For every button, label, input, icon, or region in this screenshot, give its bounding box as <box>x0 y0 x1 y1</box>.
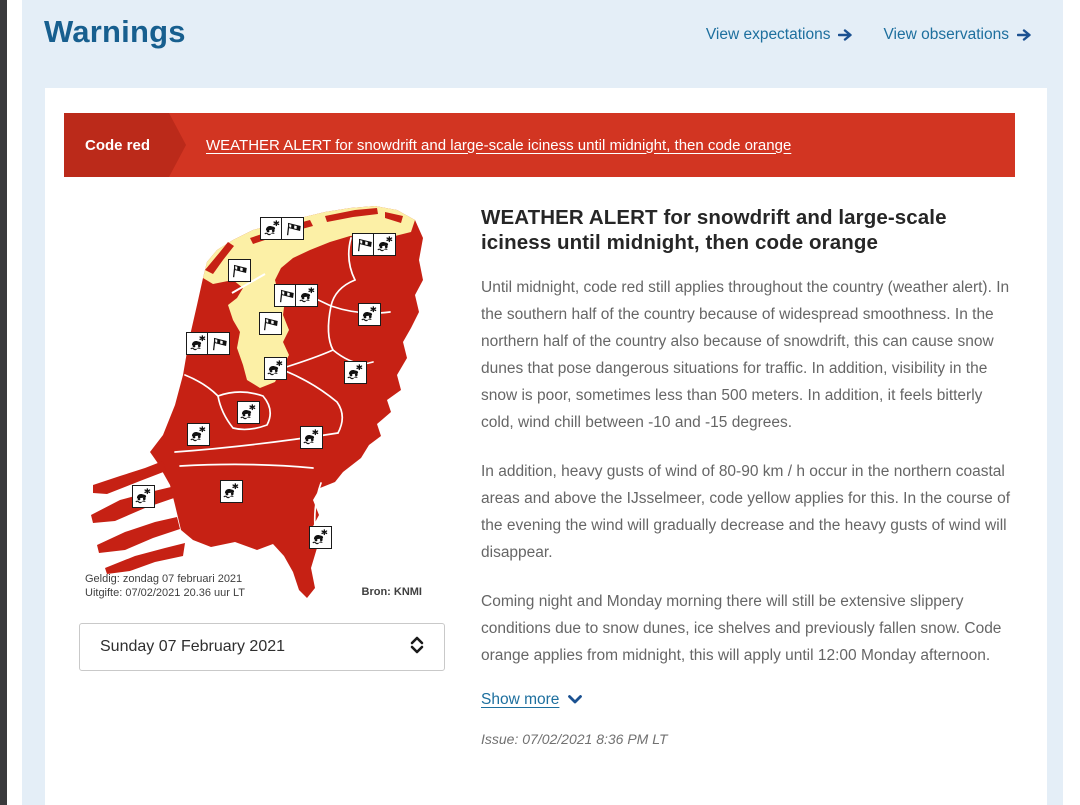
map-icon-group <box>352 232 397 256</box>
header-links: View expectations View observations <box>706 26 1032 44</box>
slippery-road-icon <box>299 425 323 449</box>
map-icon-group <box>258 311 282 335</box>
show-more-link[interactable]: Show more <box>481 691 583 709</box>
map-icon-group <box>299 425 323 449</box>
map-icon-group <box>260 216 305 240</box>
arrow-right-icon <box>1017 29 1032 41</box>
netherlands-warning-map: Geldig: zondag 07 februari 2021 Uitgifte… <box>85 200 430 600</box>
slippery-road-icon <box>186 331 209 355</box>
article-paragraph: Until midnight, code red still applies t… <box>481 279 1010 431</box>
slippery-road-icon <box>131 484 155 508</box>
code-red-badge: Code red <box>64 113 186 177</box>
view-expectations-label: View expectations <box>705 26 831 43</box>
slippery-road-icon <box>186 422 210 446</box>
slippery-road-icon <box>260 216 283 240</box>
slippery-road-icon <box>308 525 332 549</box>
map-icon-group <box>343 360 367 384</box>
map-icon-group <box>274 283 319 307</box>
map-icon-group <box>227 258 251 282</box>
slippery-road-icon <box>357 302 381 326</box>
windsock-icon <box>281 216 305 240</box>
slippery-road-icon <box>219 479 243 503</box>
issue-timestamp: Issue: 07/02/2021 8:36 PM LT <box>481 731 668 747</box>
warning-article: WEATHER ALERT for snowdrift and large-sc… <box>481 205 1015 747</box>
date-select-value: Sunday 07 February 2021 <box>100 638 286 655</box>
slippery-road-icon <box>295 283 319 307</box>
map-valid-date: Geldig: zondag 07 februari 2021 <box>85 573 243 585</box>
map-icon-group <box>236 400 260 424</box>
view-observations-link[interactable]: View observations <box>883 26 1032 44</box>
slippery-road-icon <box>373 232 397 256</box>
view-observations-label: View observations <box>883 26 1009 43</box>
chevron-down-icon <box>568 691 583 709</box>
windsock-icon <box>207 331 231 355</box>
windsock-icon <box>258 311 282 335</box>
window-edge-bar <box>0 0 7 805</box>
map-issue-time: Uitgifte: 07/02/2021 20.36 uur LT <box>85 587 246 599</box>
map-icon-group <box>131 484 155 508</box>
slippery-road-icon <box>236 400 260 424</box>
alert-banner-link[interactable]: WEATHER ALERT for snowdrift and large-sc… <box>206 136 792 154</box>
map-icon-group <box>263 356 287 380</box>
select-updown-icon <box>410 636 424 659</box>
map-icon-group <box>357 302 381 326</box>
map-icon-group <box>308 525 332 549</box>
map-icon-group <box>219 479 243 503</box>
arrow-right-icon <box>838 29 853 41</box>
map-source: Bron: KNMI <box>361 586 423 598</box>
map-icon-group <box>186 422 210 446</box>
map-icon-group <box>186 331 231 355</box>
windsock-icon <box>227 258 251 282</box>
date-select[interactable]: Sunday 07 February 2021 <box>79 623 445 671</box>
alert-banner: Code red WEATHER ALERT for snowdrift and… <box>64 113 1015 177</box>
map-caption: Geldig: zondag 07 februari 2021 Uitgifte… <box>85 572 245 600</box>
windsock-icon <box>274 283 297 307</box>
page-title: Warnings <box>44 14 186 49</box>
article-heading: WEATHER ALERT for snowdrift and large-sc… <box>481 206 947 254</box>
slippery-road-icon <box>343 360 367 384</box>
article-paragraph: Coming night and Monday morning there wi… <box>481 593 1002 664</box>
view-expectations-link[interactable]: View expectations <box>706 26 854 44</box>
warning-card: Code red WEATHER ALERT for snowdrift and… <box>45 88 1047 805</box>
windsock-icon <box>352 232 375 256</box>
slippery-road-icon <box>263 356 287 380</box>
show-more-label: Show more <box>481 691 560 708</box>
article-paragraph: In addition, heavy gusts of wind of 80-9… <box>481 463 1011 561</box>
